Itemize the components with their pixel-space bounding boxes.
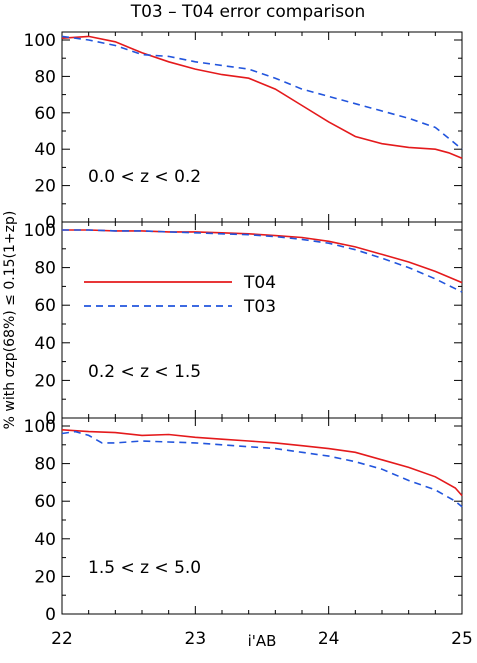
- chart-title: T03 – T04 error comparison: [130, 2, 366, 22]
- y-tick-label: 100: [24, 221, 56, 241]
- series-line-t04: [61, 429, 463, 497]
- series-line-t03: [62, 229, 463, 293]
- y-tick-label: 60: [34, 492, 56, 512]
- y-tick-label: 100: [24, 31, 56, 51]
- y-tick-label: 20: [34, 371, 56, 391]
- y-tick-label: 40: [34, 140, 56, 160]
- y-tick-label: 0: [45, 213, 56, 233]
- panel-2: 0 20 40 60 80 100 0.2 < z < 1.5: [24, 221, 463, 429]
- y-tick-label: 0: [45, 605, 56, 625]
- x-tick-label: 25: [451, 629, 473, 649]
- panel-frame: [61, 417, 463, 615]
- series-line-t03: [61, 35, 463, 150]
- panel-redshift-label: 0.0 < z < 0.2: [88, 167, 201, 187]
- y-tick-label: 60: [34, 104, 56, 124]
- panels-layer: 0 20 40 60 80 100 0.0 < z < 0.2 0 20 40 60 80 100 0.2…: [24, 31, 473, 649]
- x-axis-label: i'AB: [248, 632, 277, 650]
- legend-label-t03: T03: [243, 297, 276, 317]
- y-axis-label: % with σzp(68%) ≤ 0.15(1+zp): [2, 211, 18, 430]
- x-tick-label: 24: [318, 629, 340, 649]
- panel-frame: [61, 221, 463, 419]
- panel-3: 0 20 40 60 80 100 1.5 < z < 5.0: [24, 417, 463, 625]
- series-line-t04: [61, 35, 463, 160]
- y-tick-label: 20: [34, 567, 56, 587]
- y-tick-label: 0: [45, 409, 56, 429]
- y-tick-label: 80: [34, 455, 56, 475]
- panel-redshift-label: 0.2 < z < 1.5: [88, 362, 201, 382]
- y-tick-label: 40: [34, 530, 56, 550]
- y-tick-label: 80: [34, 259, 56, 279]
- y-tick-label: 60: [34, 296, 56, 316]
- panel-1: 0 20 40 60 80 100 0.0 < z < 0.2: [24, 31, 463, 233]
- y-tick-label: 40: [34, 334, 56, 354]
- panel-frame: [61, 31, 463, 223]
- series-line-t03: [61, 430, 463, 508]
- y-tick-label: 80: [34, 67, 56, 87]
- panel-redshift-label: 1.5 < z < 5.0: [88, 558, 201, 578]
- y-tick-label: 100: [24, 417, 56, 437]
- x-tick-label: 22: [51, 629, 73, 649]
- legend-label-t04: T04: [243, 273, 276, 293]
- y-tick-label: 20: [34, 177, 56, 197]
- x-tick-label: 23: [185, 629, 207, 649]
